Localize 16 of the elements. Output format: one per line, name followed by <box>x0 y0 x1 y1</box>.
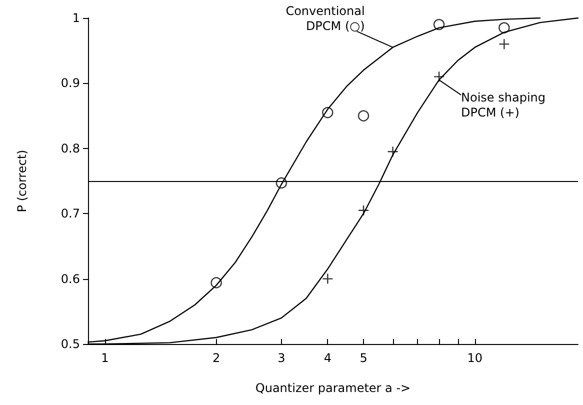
x-tick-label: 10 <box>467 351 483 365</box>
y-tick-label: 0.9 <box>60 76 80 90</box>
y-tick-label: 0.6 <box>60 272 80 286</box>
y-axis-title: P (correct) <box>15 150 29 212</box>
x-tick-label: 4 <box>324 351 332 365</box>
x-tick-label: 1 <box>101 351 109 365</box>
x-tick-label: 3 <box>278 351 286 365</box>
annotation: Noise shaping DPCM (+) <box>461 90 546 120</box>
x-axis-title: Quantizer parameter a -> <box>255 381 411 395</box>
y-tick-label: 0.8 <box>60 141 80 156</box>
y-tick-label: 0.5 <box>60 337 80 351</box>
x-tick-label: 2 <box>212 351 220 365</box>
y-tick-label: 0.7 <box>60 206 80 221</box>
annotation: Conventional DPCM (○) <box>286 4 365 33</box>
x-tick-label: 5 <box>360 351 368 365</box>
y-tick-label: 1 <box>72 11 80 25</box>
